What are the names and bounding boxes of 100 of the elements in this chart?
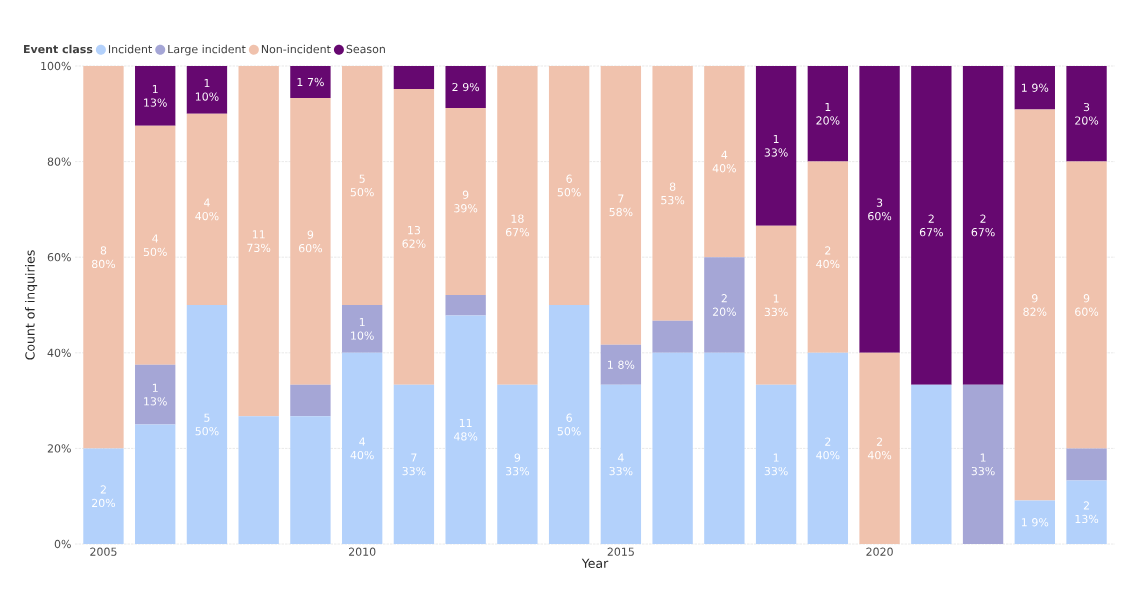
y-tick-label: 40% xyxy=(47,348,71,357)
bar xyxy=(238,416,279,544)
bar xyxy=(135,364,176,425)
data-label: 5 50% xyxy=(195,413,219,436)
data-label: 2 20% xyxy=(92,485,116,508)
bar xyxy=(497,384,538,544)
bar xyxy=(755,225,797,385)
data-label: 9 33% xyxy=(506,453,529,476)
bar xyxy=(1066,161,1107,449)
data-label: 1 10% xyxy=(351,318,374,340)
bar xyxy=(290,416,331,544)
data-label: 4 40% xyxy=(712,150,736,173)
data-label: 5 50% xyxy=(350,174,374,197)
bar xyxy=(859,65,900,353)
bar xyxy=(341,352,383,544)
bar xyxy=(83,448,124,544)
bar xyxy=(290,384,331,417)
x-tick-label: 2020 xyxy=(866,547,893,556)
data-label: 3 60% xyxy=(868,198,892,221)
data-label: 9 82% xyxy=(1023,294,1047,316)
data-label: 2 40% xyxy=(816,437,840,460)
bar xyxy=(290,98,331,385)
legend-title: Event class xyxy=(24,44,93,54)
legend-label: Incident xyxy=(108,44,152,54)
data-label: 2 40% xyxy=(867,437,892,460)
bar xyxy=(600,344,642,385)
data-label: 1 33% xyxy=(764,453,788,476)
legend-label: Non-incident xyxy=(261,44,331,54)
bar xyxy=(1014,109,1055,501)
data-label: 1 33% xyxy=(971,453,995,476)
data-label: 4 50% xyxy=(143,234,167,257)
data-label: 8 80% xyxy=(91,246,116,269)
bar xyxy=(548,65,590,305)
bar xyxy=(445,108,486,295)
y-tick-label: 0% xyxy=(54,539,71,549)
data-label: 2 40% xyxy=(816,246,840,269)
bar xyxy=(1014,65,1055,110)
y-tick-label: 80% xyxy=(47,157,71,166)
data-label: 1 7% xyxy=(297,77,324,87)
bar xyxy=(962,384,1004,544)
bar xyxy=(393,384,435,544)
bar xyxy=(755,65,797,226)
x-tick-label: 2015 xyxy=(607,547,634,556)
bar xyxy=(807,65,849,162)
data-label: 11 73% xyxy=(247,230,271,253)
data-label: 1 13% xyxy=(144,383,167,406)
bar xyxy=(186,65,228,114)
bar xyxy=(186,305,228,544)
x-axis-title: Year xyxy=(581,558,609,568)
bar xyxy=(1066,480,1107,544)
y-axis-title: Count of inquiries xyxy=(25,250,38,360)
data-label: 9 39% xyxy=(454,190,478,213)
bar xyxy=(755,384,797,544)
bar xyxy=(135,424,176,544)
data-label: 4 33% xyxy=(609,453,633,476)
bar xyxy=(135,65,176,126)
data-label: 3 20% xyxy=(1075,102,1099,125)
bar xyxy=(548,305,590,544)
bar xyxy=(445,294,486,316)
data-label: 1 10% xyxy=(195,79,219,101)
data-label: 13 62% xyxy=(402,225,426,248)
data-label: 2 67% xyxy=(971,214,995,237)
data-label: 1 8% xyxy=(608,360,635,369)
data-label: 2 67% xyxy=(919,214,943,237)
bar xyxy=(135,125,176,365)
bar xyxy=(83,65,124,449)
bar xyxy=(704,352,745,544)
bar xyxy=(652,320,693,353)
bar xyxy=(807,352,849,544)
bar xyxy=(962,65,1004,385)
data-label: 1 9% xyxy=(1021,518,1049,527)
bar xyxy=(290,65,331,99)
bar xyxy=(1066,448,1107,481)
data-label: 2 9% xyxy=(452,82,480,92)
data-label: 2 20% xyxy=(712,294,736,316)
bar xyxy=(600,384,642,544)
bar xyxy=(704,65,745,258)
bar xyxy=(807,161,849,353)
bar xyxy=(1014,500,1055,544)
data-label: 1 9% xyxy=(1021,83,1049,92)
data-label: 8 53% xyxy=(661,182,685,205)
data-label: 9 60% xyxy=(1075,294,1099,316)
legend-label: Large incident xyxy=(168,44,246,56)
data-label: 1 13% xyxy=(144,85,167,107)
y-tick-label: 60% xyxy=(47,253,71,262)
bar xyxy=(1066,65,1107,162)
data-label: 6 50% xyxy=(557,413,581,436)
data-label: 4 40% xyxy=(350,437,374,460)
bar xyxy=(652,65,693,321)
bar xyxy=(911,65,952,385)
data-label: 11 48% xyxy=(453,418,478,441)
data-label: 1 20% xyxy=(816,102,840,125)
bar xyxy=(859,352,900,544)
bar xyxy=(393,65,435,89)
x-tick-label: 2005 xyxy=(90,547,117,556)
data-label: 9 60% xyxy=(298,230,323,253)
bar xyxy=(186,113,228,305)
bar xyxy=(911,384,952,544)
data-label: 7 33% xyxy=(402,453,426,476)
bar xyxy=(445,315,486,544)
